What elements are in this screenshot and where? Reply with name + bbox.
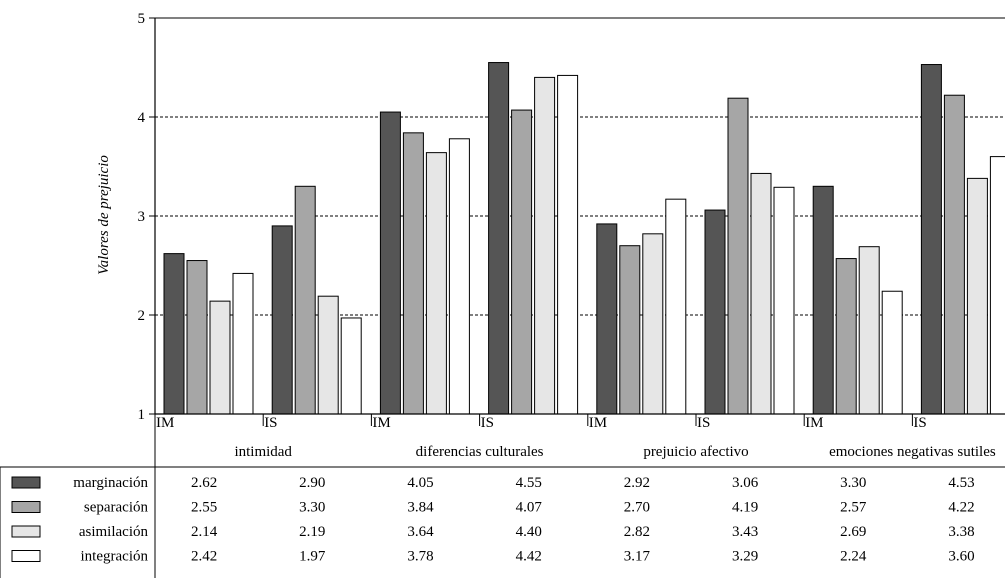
data-label: 3.30 xyxy=(840,475,866,491)
bar-marginación-8 xyxy=(920,64,942,415)
bar-marginación-3 xyxy=(379,111,401,415)
bar-integración-2 xyxy=(340,317,362,415)
y-tick-label-5: 5 xyxy=(138,11,146,27)
data-label: 3.84 xyxy=(407,500,434,516)
data-table: marginación 2.62 2.90 4.05 4.55 2.92 3.06 3.30 4… xyxy=(0,414,1005,578)
y-tick-label-3: 3 xyxy=(138,209,146,225)
bar-separación-1 xyxy=(186,260,208,415)
bar-separación-5 xyxy=(619,245,641,415)
axis-labels: 1 2 3 4 5 IM IS intimidad IM IS diferencias cultur… xyxy=(138,11,996,460)
bar-marginación-2 xyxy=(271,225,293,415)
x-sub-label-IM: IM xyxy=(156,415,174,431)
x-sub-label-IM: IM xyxy=(589,415,607,431)
data-label: 4.19 xyxy=(732,500,758,516)
bar-marginación-1 xyxy=(163,253,185,415)
x-sub-label-IS: IS xyxy=(481,415,494,431)
bar-separación-7 xyxy=(835,258,857,415)
data-label: 2.70 xyxy=(624,500,650,516)
data-label: 4.55 xyxy=(516,475,542,491)
y-tick-label-4: 4 xyxy=(138,110,146,126)
bar-integración-4 xyxy=(557,74,579,415)
data-label: 3.60 xyxy=(948,549,974,565)
bar-integración-6 xyxy=(773,186,795,415)
bar-separación-2 xyxy=(294,185,316,415)
data-label: 2.57 xyxy=(840,500,867,516)
bar-integración-5 xyxy=(665,198,687,415)
x-sub-label-IS: IS xyxy=(697,415,710,431)
legend-swatch-marginación xyxy=(11,476,41,489)
data-label: 4.05 xyxy=(407,475,433,491)
data-label: 3.29 xyxy=(732,549,758,565)
x-sub-label-IM: IM xyxy=(372,415,390,431)
legend-label-separación: separación xyxy=(84,500,149,516)
x-group-label: emociones negativas sutiles xyxy=(829,444,996,460)
data-label: 3.38 xyxy=(948,524,974,540)
bar-asimilación-6 xyxy=(750,172,772,415)
axes xyxy=(149,17,1005,426)
legend-label-marginación: marginación xyxy=(73,475,148,491)
y-tick-label-2: 2 xyxy=(138,308,146,324)
y-tick-label-1: 1 xyxy=(138,407,146,423)
bar-integración-1 xyxy=(232,272,254,415)
data-label: 2.90 xyxy=(299,475,325,491)
data-label: 2.62 xyxy=(191,475,217,491)
data-label: 3.78 xyxy=(407,549,433,565)
data-label: 4.40 xyxy=(516,524,542,540)
bar-marginación-4 xyxy=(488,62,510,415)
x-group-label: intimidad xyxy=(234,444,292,460)
data-label: 2.55 xyxy=(191,500,217,516)
data-label: 3.30 xyxy=(299,500,325,516)
bar-asimilación-5 xyxy=(642,233,664,415)
bar-integración-7 xyxy=(881,290,903,415)
data-label: 4.42 xyxy=(516,549,542,565)
legend-swatch-asimilación xyxy=(11,525,41,538)
data-label: 4.22 xyxy=(948,500,974,516)
x-sub-label-IM: IM xyxy=(805,415,823,431)
bar-asimilación-8 xyxy=(966,177,988,415)
legend-swatch-separación xyxy=(11,501,41,513)
data-label: 1.97 xyxy=(299,549,326,565)
bar-asimilación-2 xyxy=(317,295,339,415)
data-label: 2.19 xyxy=(299,524,325,540)
bar-integración-8 xyxy=(989,156,1005,415)
data-label: 2.69 xyxy=(840,524,866,540)
bar-marginación-6 xyxy=(704,209,726,415)
bar-asimilación-7 xyxy=(858,246,880,415)
bar-asimilación-4 xyxy=(534,76,556,415)
data-label: 2.14 xyxy=(191,524,218,540)
legend-label-asimilación: asimilación xyxy=(79,524,149,540)
bar-separación-8 xyxy=(943,94,965,415)
data-label: 2.42 xyxy=(191,549,217,565)
bars xyxy=(163,62,1005,415)
bar-marginación-7 xyxy=(812,185,834,415)
bar-asimilación-3 xyxy=(425,152,447,415)
x-sub-label-IS: IS xyxy=(264,415,277,431)
data-label: 2.82 xyxy=(624,524,650,540)
x-group-label: prejuicio afectivo xyxy=(643,444,748,460)
y-axis-label: Valores de prejuicio xyxy=(96,155,112,275)
data-label: 2.92 xyxy=(624,475,650,491)
data-label: 3.06 xyxy=(732,475,759,491)
legend-swatch-integración xyxy=(11,550,41,562)
bar-asimilación-1 xyxy=(209,300,231,415)
legend-label-integración: integración xyxy=(81,549,149,565)
bar-separación-6 xyxy=(727,97,749,415)
data-label: 4.53 xyxy=(948,475,974,491)
x-group-label: diferencias culturales xyxy=(416,444,544,460)
data-label: 3.43 xyxy=(732,524,758,540)
data-label: 4.07 xyxy=(516,500,543,516)
bar-integración-3 xyxy=(448,138,470,415)
bar-separación-4 xyxy=(511,109,533,415)
data-label: 3.64 xyxy=(407,524,434,540)
bar-separación-3 xyxy=(402,132,424,415)
data-label: 2.24 xyxy=(840,549,867,565)
x-sub-label-IS: IS xyxy=(913,415,926,431)
data-label: 3.17 xyxy=(624,549,651,565)
bar-marginación-5 xyxy=(596,223,618,415)
